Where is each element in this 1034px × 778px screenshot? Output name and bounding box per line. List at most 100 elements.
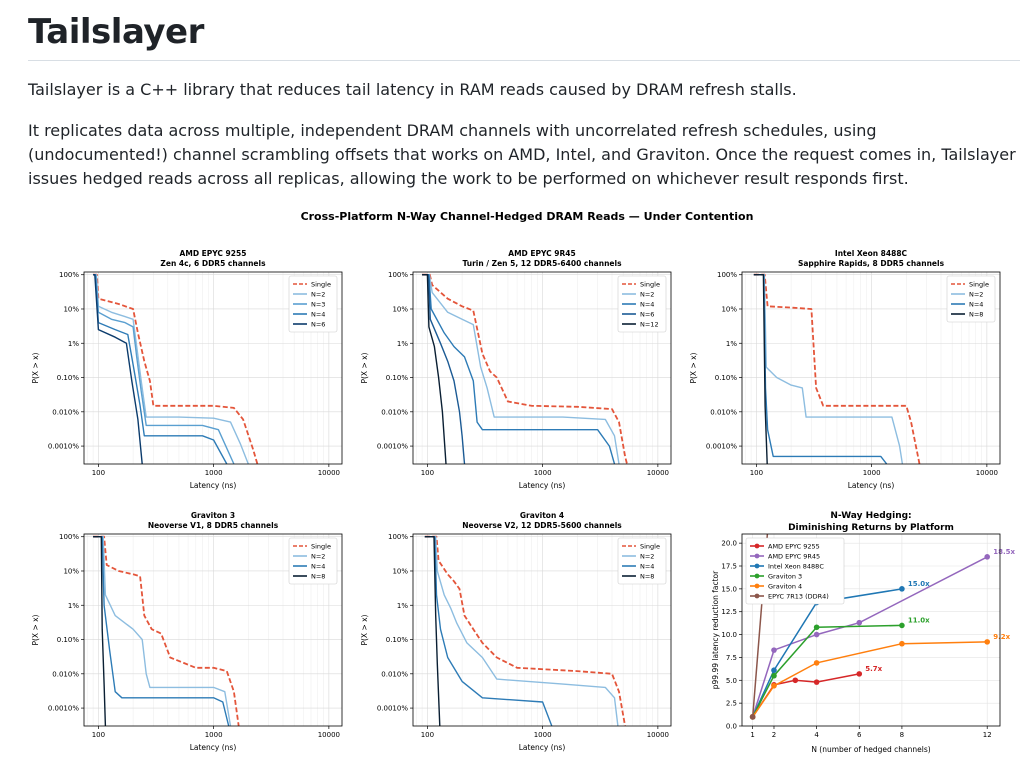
y-tick-label: 0.10% [57, 636, 80, 644]
legend-label: AMD EPYC 9255 [768, 543, 820, 551]
series-line [752, 624, 902, 718]
plot-frame [83, 533, 343, 727]
series-group [424, 535, 626, 726]
x-axis-label: Latency (ns) [519, 743, 566, 752]
legend-label: Single [969, 281, 989, 289]
series-line [93, 274, 249, 464]
y-axis-label: p99.99 latency reduction factor [711, 570, 720, 689]
data-point [813, 624, 820, 631]
chart-title: Graviton 3 [191, 511, 235, 520]
legend-marker [754, 573, 760, 579]
x-axis-label: Latency (ns) [519, 481, 566, 490]
legend-label: N=12 [640, 321, 659, 329]
y-tick-label: 0.0 [726, 723, 737, 731]
y-tick-label: 2.5 [726, 700, 737, 708]
data-point [813, 631, 820, 638]
x-axis-label: Latency (ns) [190, 481, 237, 490]
y-tick-label: 0.10% [386, 374, 409, 382]
legend-label: N=8 [311, 573, 325, 581]
y-axis-label: P(X > x) [360, 352, 369, 383]
chart-legend: Single N=2 N=4 N=8 [617, 537, 667, 585]
series-line [753, 274, 904, 464]
data-point [899, 640, 905, 647]
x-tick-label: 2 [772, 731, 776, 739]
x-tick-label: 10000 [318, 469, 340, 477]
series-line [752, 588, 903, 718]
series-line [422, 273, 628, 464]
y-tick-label: 17.5 [721, 563, 737, 571]
x-tick-label: 10000 [647, 469, 669, 477]
data-point [771, 667, 777, 674]
figure: Cross-Platform N-Way Channel-Hedged DRAM… [31, 210, 1015, 754]
legend-label: Single [311, 281, 331, 289]
x-tick-label: 10000 [976, 469, 998, 477]
y-tick-label: 0.10% [57, 374, 80, 382]
x-tick-label: 100 [421, 731, 434, 739]
y-tick-label: 10% [721, 305, 737, 313]
y-tick-label: 0.010% [52, 408, 79, 416]
x-tick-label: 100 [421, 469, 434, 477]
legend-label: N=2 [640, 291, 654, 299]
legend-marker [754, 563, 760, 569]
y-tick-label: 10.0 [721, 631, 737, 639]
chart-title: AMD EPYC 9R45 [508, 249, 575, 258]
legend-label: N=2 [311, 553, 325, 561]
y-tick-label: 15.0 [721, 585, 737, 593]
data-point [899, 622, 905, 629]
legend-label: N=4 [969, 301, 983, 309]
data-label: 5.7x [865, 665, 882, 673]
data-point [749, 714, 756, 720]
y-axis-label: P(X > x) [31, 352, 40, 383]
series-line [422, 274, 447, 464]
chart-subtitle: Sapphire Rapids, 8 DDR5 channels [798, 259, 945, 268]
legend-label: N=3 [311, 301, 325, 309]
y-tick-label: 10% [63, 305, 79, 313]
legend-label: N=2 [311, 291, 325, 299]
plot-frame [741, 271, 1001, 465]
series-group [749, 534, 991, 720]
y-tick-label: 0.0010% [377, 443, 408, 451]
chart-subtitle: Turin / Zen 5, 12 DDR5-6400 channels [462, 259, 622, 268]
y-tick-label: 10% [392, 567, 408, 575]
series-group [753, 273, 921, 464]
x-tick-label: 1000 [205, 469, 223, 477]
title-divider [28, 60, 1020, 61]
legend-label: N=4 [640, 563, 654, 571]
x-tick-label: 100 [750, 469, 763, 477]
series-line [93, 536, 107, 726]
series-line [93, 274, 228, 464]
chart-legend: AMD EPYC 9255 AMD EPYC 9R45 Intel Xeon 848… [745, 537, 845, 605]
y-tick-label: 1% [397, 340, 408, 348]
series-group [93, 273, 259, 464]
legend-box [946, 275, 996, 323]
legend-box [288, 275, 338, 333]
series-line [424, 536, 441, 726]
data-label: 15.0x [908, 580, 930, 588]
y-tick-label: 1% [726, 340, 737, 348]
chart-subtitle: Zen 4c, 6 DDR5 channels [160, 259, 266, 268]
data-label: 18.5x [993, 548, 1015, 556]
legend-box [617, 275, 667, 333]
x-tick-label: 1 [750, 731, 754, 739]
series-line [752, 641, 988, 718]
y-tick-label: 100% [59, 533, 79, 541]
legend-label: Graviton 3 [768, 573, 802, 581]
legend-label: Single [311, 543, 331, 551]
chart-title: AMD EPYC 9255 [180, 249, 247, 258]
x-axis-label: N (number of hedged channels) [811, 745, 930, 754]
plot-frame [83, 271, 343, 465]
chart-title: Intel Xeon 8488C [835, 249, 908, 258]
x-tick-label: 12 [983, 731, 992, 739]
legend-marker [754, 553, 760, 559]
series-line [422, 274, 466, 464]
legend-label: N=4 [311, 311, 325, 319]
x-tick-label: 1000 [205, 731, 223, 739]
y-tick-label: 0.0010% [48, 443, 79, 451]
x-tick-label: 6 [857, 731, 862, 739]
y-tick-label: 0.0010% [706, 443, 737, 451]
y-tick-label: 10% [392, 305, 408, 313]
chart-subtitle: Neoverse V1, 8 DDR5 channels [148, 521, 279, 530]
